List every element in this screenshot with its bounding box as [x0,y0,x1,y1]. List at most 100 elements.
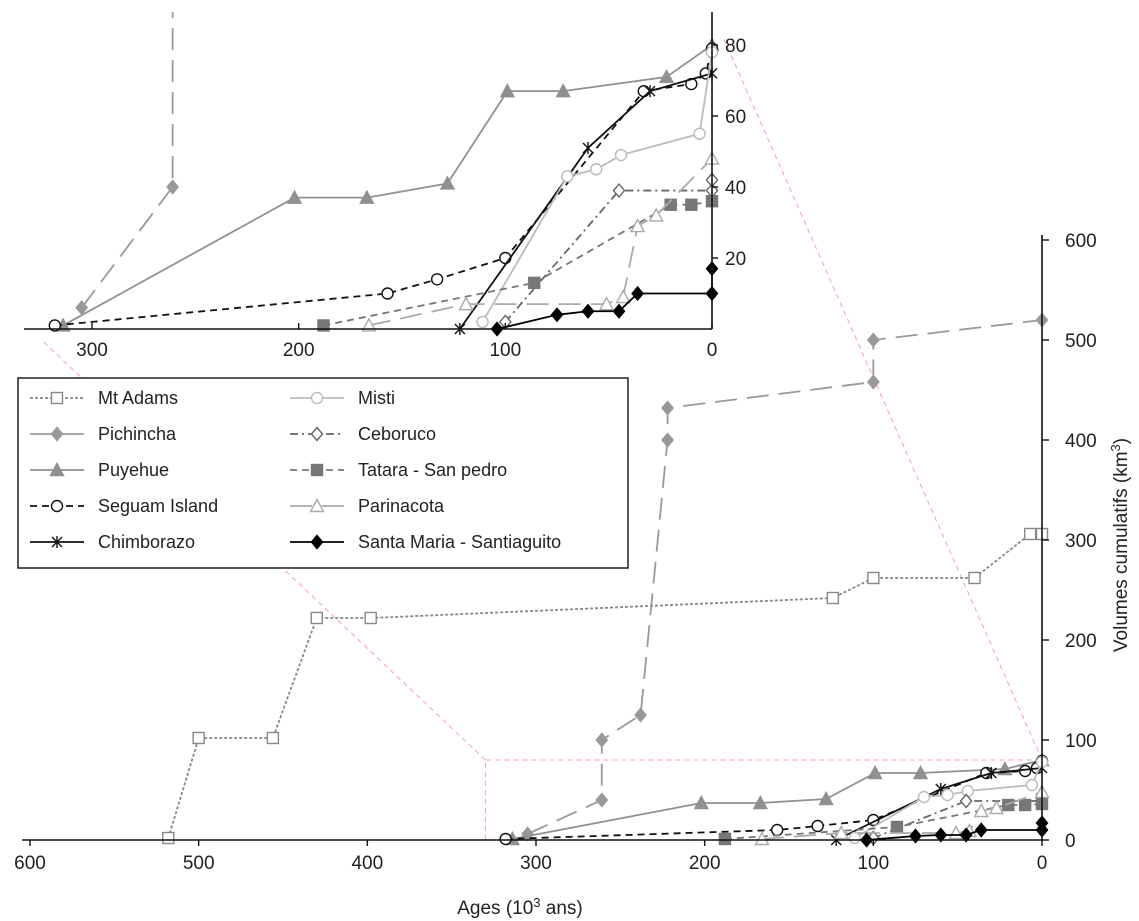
inset-x-tick-label: 0 [707,340,718,361]
main-y-tick-label: 300 [1065,531,1097,552]
main-point-parinacota [973,803,989,818]
main-x-tick-label: 500 [183,853,215,874]
main-point-puyehue [752,795,769,810]
legend-swatch-marker [309,498,325,513]
main-x-tick-label: 0 [1037,853,1048,874]
main-point-misti [941,788,954,802]
main-point-puyehue [867,765,883,780]
legend-label: Chimborazo [98,532,195,552]
legend-swatch-marker [50,499,64,513]
main-point-seguam-island [811,819,824,833]
inset-point-ceboruco [612,182,626,199]
inset-point-tatara-san-pedro [664,198,677,211]
main-point-seguam-island [499,832,512,846]
legend-swatch-marker [51,536,63,548]
main-point-seguam-island [770,823,784,837]
zoom-connector-right [711,11,1043,761]
main-point-tatara-san-pedro [718,832,732,846]
inset-background [18,12,724,340]
inset-point-parinacota [458,296,474,311]
inset-point-seguam-island [381,287,394,300]
legend-item-seguam-island: Seguam Island [30,496,218,516]
main-point-puyehue [818,791,834,806]
inset-point-puyehue [439,175,456,190]
legend-item-pichincha: Pichincha [30,424,177,444]
legend-label: Puyehue [98,460,169,480]
main-point-misti [1025,778,1039,792]
inset-point-santa-maria-santiaguito [581,303,595,319]
y-axis-title: Volumes cumulatifs (km3) [1108,438,1132,652]
main-x-tick-label: 300 [520,853,552,874]
inset-point-puyehue [286,189,303,204]
inset-point-pichincha [166,179,180,195]
main-point-mt-adams [867,571,880,585]
main-y-tick-label: 0 [1065,831,1076,852]
main-point-mt-adams [364,611,377,625]
main-line-mt-adams [167,533,1042,839]
inset-point-misti [590,163,603,176]
inset-point-misti [561,170,574,183]
main-point-pichincha [634,707,647,723]
inset-point-puyehue [499,83,516,98]
legend-swatch-marker [310,463,324,477]
legend-label: Seguam Island [98,496,218,516]
main-point-parinacota [988,800,1005,815]
main-point-misti [961,784,974,798]
main-point-santa-maria-santiaguito [934,827,948,843]
main-point-mt-adams [266,731,280,745]
main-point-ceboruco [959,793,973,809]
inset-point-parinacota [629,218,646,233]
legend-label: Parinacota [358,496,445,516]
main-point-mt-adams [1023,527,1037,541]
main-line-seguam-island [505,760,1043,840]
inset-point-misti [693,127,706,140]
legend-label: Misti [358,388,395,408]
main-point-chimborazo [985,767,997,779]
legend-label: Ceboruco [358,424,436,444]
inset-point-chimborazo [582,141,594,154]
inset-point-seguam-island [430,273,444,286]
main-series-misti [848,755,1049,845]
legend-item-tatara-san-pedro: Tatara - San pedro [290,460,507,480]
main-point-misti [917,790,931,804]
inset-series-group [18,12,724,340]
x-axis-title: Ages (103 ans) [457,895,583,919]
inset-y-tick-label: 40 [725,178,746,199]
main-y-tick-label: 500 [1065,331,1097,352]
main-y-tick-label: 200 [1065,631,1097,652]
legend-item-santa-maria-santiaguito: Santa Maria - Santiaguito [290,532,561,552]
legend-swatch-marker [50,391,64,405]
inset-line-chimborazo [459,72,713,330]
legend-item-ceboruco: Ceboruco [290,424,436,444]
main-point-santa-maria-santiaguito [959,827,973,843]
main-series-mt-adams [162,527,1049,845]
inset-point-santa-maria-santiaguito [631,285,645,302]
legend-item-chimborazo: Chimborazo [30,532,195,552]
inset-x-tick-label: 100 [489,340,521,361]
main-point-parinacota [833,825,849,840]
inset-plot: 300 200 100 0 20 40 60 80 [18,12,746,361]
main-point-pichincha [866,332,880,348]
main-point-mt-adams [826,591,840,605]
inset-point-puyehue [555,83,571,98]
main-series-parinacota [754,784,1050,846]
legend-swatch-marker [49,462,65,477]
legend-label: Pichincha [98,424,177,444]
inset-point-puyehue [658,68,675,84]
inset-point-puyehue [359,189,375,204]
legend-swatch-marker [310,391,324,405]
legend: Mt Adams Pichincha Puyehue Seguam Island Chi… [17,377,629,569]
inset-y-tick-label: 80 [725,36,746,57]
legend-item-mt-adams: Mt Adams [30,388,178,408]
zoom-region-box [484,759,1042,840]
main-x-tick-label: 600 [14,853,46,874]
legend-label: Santa Maria - Santiaguito [358,532,561,552]
inset-point-tatara-san-pedro [317,319,330,332]
main-point-tatara-san-pedro [1002,798,1015,812]
main-point-mt-adams [192,731,205,745]
legend-label: Mt Adams [98,388,178,408]
inset-line-misti [481,51,713,323]
